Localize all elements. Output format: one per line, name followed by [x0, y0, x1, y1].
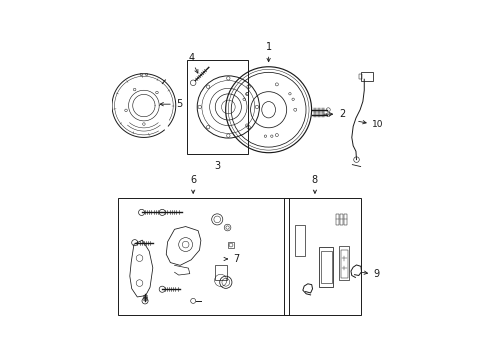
Text: 9: 9 [372, 269, 379, 279]
Text: 8: 8 [311, 175, 317, 185]
Bar [320, 251, 331, 283]
Bar [340, 250, 347, 278]
Bar [339, 215, 342, 225]
Bar [284, 198, 361, 315]
Bar [335, 215, 338, 225]
Bar [186, 60, 247, 154]
Bar [117, 198, 289, 315]
Bar [361, 72, 372, 81]
Text: 4: 4 [189, 53, 195, 63]
Text: 7: 7 [232, 254, 239, 264]
Text: 3: 3 [214, 161, 220, 171]
Text: 1: 1 [265, 42, 271, 52]
Text: 6: 6 [190, 175, 196, 185]
Bar [318, 247, 332, 287]
Bar [338, 246, 349, 280]
Bar [343, 215, 346, 225]
Text: 5: 5 [175, 99, 182, 109]
Text: 2: 2 [338, 109, 345, 119]
Text: 10: 10 [371, 120, 383, 129]
Bar [214, 265, 226, 280]
Bar [295, 225, 305, 256]
Bar [228, 242, 233, 248]
Bar [358, 74, 361, 79]
